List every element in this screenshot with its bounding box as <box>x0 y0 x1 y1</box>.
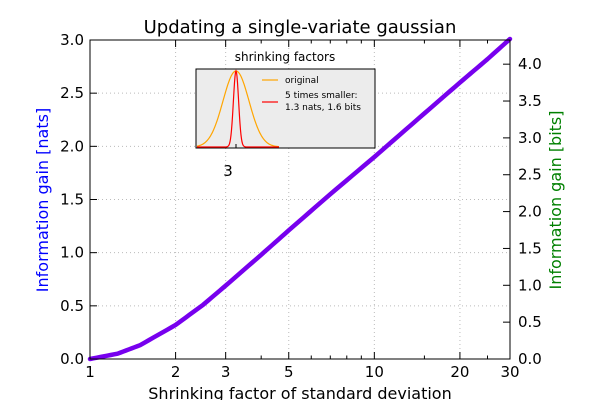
x-tick-label: 10 <box>365 363 384 381</box>
y-tick-label-right: 3.5 <box>518 92 542 110</box>
inset-original-curve <box>196 70 280 148</box>
y-tick-label-left: 3.0 <box>60 31 84 49</box>
x-tick-label: 1 <box>85 363 95 381</box>
y-axis-label-right: Information gain [bits] <box>546 110 565 289</box>
y-tick-label-right: 2.5 <box>518 166 542 184</box>
y-tick-label-right: 4.0 <box>518 55 542 73</box>
y-tick-label-left: 1.0 <box>60 244 84 262</box>
plot-area: 1 2 3 5 10 20 300.00.51.01.52.02.53.00.00.51.0… <box>60 31 542 381</box>
x-tick-label: 20 <box>450 363 469 381</box>
y-tick-label-right: 1.5 <box>518 239 542 257</box>
y-tick-label-right: 3.0 <box>518 129 542 147</box>
y-tick-label-left: 0.5 <box>60 297 84 315</box>
y-tick-label-right: 0.5 <box>518 313 542 331</box>
inset-smaller-curve <box>197 69 279 148</box>
x-axis-label: Shrinking factor of standard deviation <box>148 384 451 400</box>
x-tick-label: 2 <box>171 363 181 381</box>
y-tick-label-left: 1.5 <box>60 191 84 209</box>
x-tick-label: 5 <box>284 363 294 381</box>
inset-legend-label: 1.3 nats, 1.6 bits <box>285 103 361 113</box>
y-tick-label-left: 0.0 <box>60 350 84 368</box>
x-tick-label: 30 <box>500 363 519 381</box>
series-line <box>87 36 513 362</box>
inset-title: shrinking factors <box>235 50 335 64</box>
chart-title: Updating a single-variate gaussian <box>144 17 457 38</box>
inset-legend-label: 5 times smaller: <box>285 91 358 101</box>
y-tick-label-left: 2.5 <box>60 84 84 102</box>
inset-legend-label: original <box>285 76 319 86</box>
y-tick-label-right: 2.0 <box>518 203 542 221</box>
y-axis-label-left: Information gain [nats] <box>33 108 52 292</box>
y-tick-label-right: 1.0 <box>518 276 542 294</box>
x-tick-label: 3 <box>221 363 231 381</box>
y-tick-label-left: 2.0 <box>60 137 84 155</box>
y-tick-label-right: 0.0 <box>518 350 542 368</box>
inset-frame <box>195 68 376 149</box>
inset-panel: shrinking factors 3 original 5 times small… <box>195 50 376 180</box>
inset-center-tick-label: 3 <box>223 162 233 180</box>
